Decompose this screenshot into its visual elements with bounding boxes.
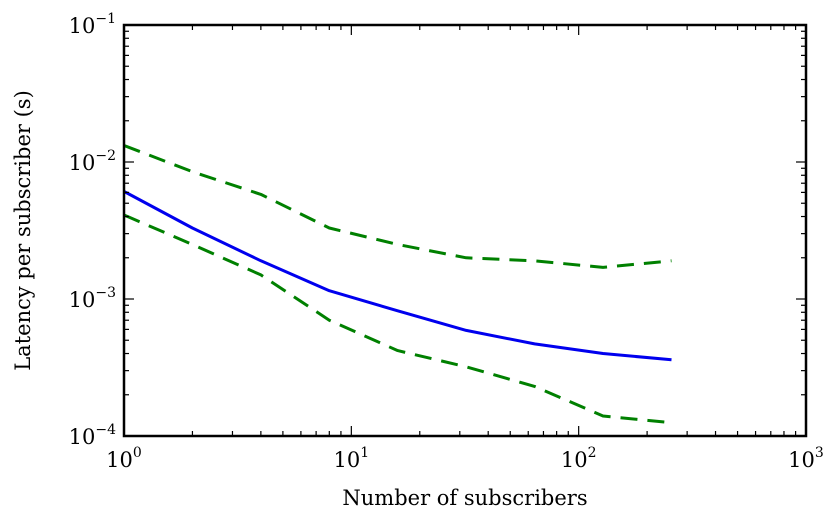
y-tick-label: 10−3 — [69, 285, 116, 312]
y-tick-label: 10−1 — [69, 11, 116, 38]
x-tick-label: 100 — [106, 445, 142, 472]
series-line-2 — [123, 144, 672, 269]
x-axis-label: Number of subscribers — [342, 486, 587, 510]
y-tick-label: 10−2 — [69, 148, 116, 175]
x-tick-label: 101 — [334, 445, 370, 472]
series-line-3 — [123, 213, 672, 425]
x-tick-label: 102 — [561, 445, 597, 472]
x-tick-label: 103 — [788, 445, 824, 472]
series-line-1 — [123, 190, 672, 362]
tick-marks — [123, 24, 807, 437]
tick-labels: 100 101 102 103 10−4 10−3 10−2 10−1 — [69, 11, 824, 472]
y-tick-label: 10−4 — [69, 422, 116, 449]
y-axis-label: Latency per subscriber (s) — [11, 90, 35, 371]
plot-frame — [122, 23, 808, 438]
plot-lines — [123, 144, 672, 425]
